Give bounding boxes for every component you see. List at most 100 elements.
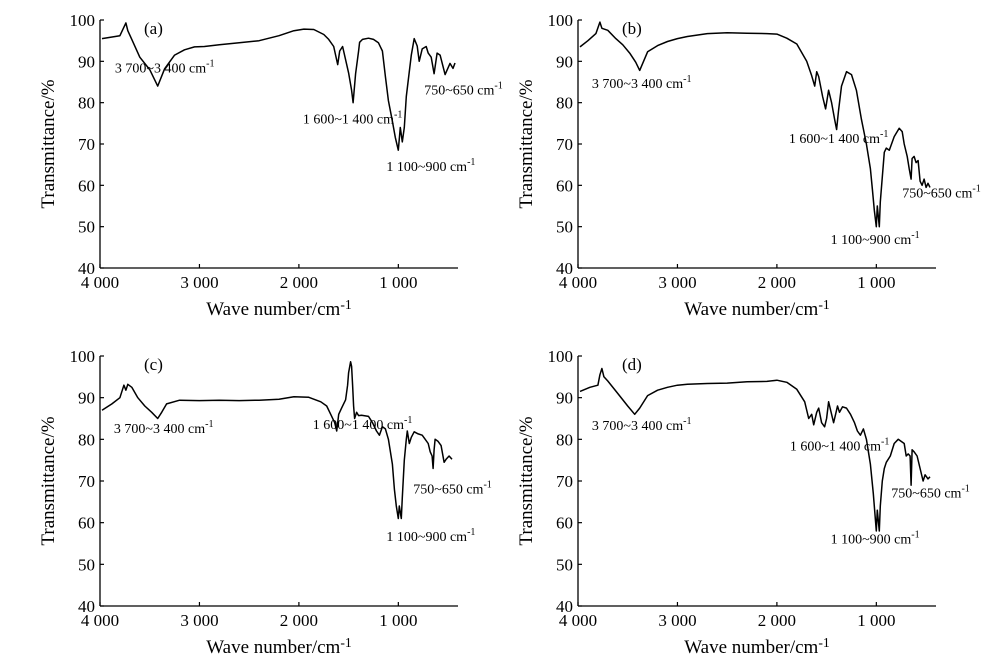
x-axis-title-text: Wave number/cm — [206, 299, 340, 320]
band-annotation-superscript: -1 — [881, 437, 889, 448]
band-annotation-superscript: -1 — [911, 230, 919, 241]
x-tick-label: 2 000 — [758, 611, 796, 630]
spectrum-line — [579, 367, 931, 532]
x-tick-label: 3 000 — [180, 273, 218, 292]
y-tick-label: 100 — [70, 11, 96, 30]
band-annotation-superscript: -1 — [683, 74, 691, 85]
band-annotation-superscript: -1 — [467, 157, 475, 168]
y-tick-label: 60 — [556, 514, 573, 533]
band-annotation-text: 750~650 cm — [413, 483, 483, 498]
y-tick-label: 60 — [556, 176, 573, 195]
y-tick-label: 50 — [78, 218, 95, 237]
y-tick-label: 50 — [556, 218, 573, 237]
spectrum-line — [579, 21, 931, 228]
x-tick-label: 3 000 — [658, 273, 696, 292]
y-tick-label: 90 — [556, 389, 573, 408]
spectrum-line — [101, 22, 456, 151]
y-tick-label: 80 — [78, 94, 95, 113]
x-axis-title: Wave number/cm-1 — [206, 297, 352, 320]
band-annotation-text: 1 600~1 400 cm — [789, 132, 880, 147]
band-annotation-text: 1 600~1 400 cm — [303, 112, 394, 127]
band-annotation: 1 600~1 400 cm-1 — [789, 129, 889, 147]
band-annotation-text: 1 100~900 cm — [386, 530, 467, 545]
band-annotation-superscript: -1 — [206, 58, 214, 69]
panel-label: (a) — [144, 19, 163, 38]
band-annotation-text: 750~650 cm — [424, 83, 494, 98]
band-annotation-superscript: -1 — [205, 419, 213, 430]
x-tick-label: 1 000 — [857, 611, 895, 630]
band-annotation: 1 100~900 cm-1 — [831, 230, 920, 248]
chart-panel-2: 40 50 60 70 80 90 100 4 000 3 000 2 000 1 000 Wave … — [516, 11, 981, 320]
x-tick-label: 2 000 — [758, 273, 796, 292]
y-tick-label: 40 — [78, 259, 95, 278]
band-annotation: 3 700~3 400 cm-1 — [114, 419, 214, 437]
y-tick-label: 70 — [78, 472, 95, 491]
band-annotation-text: 750~650 cm — [891, 487, 961, 502]
y-tick-label: 40 — [556, 259, 573, 278]
y-tick-label: 100 — [548, 347, 574, 366]
band-annotation-superscript: -1 — [683, 416, 691, 427]
panel-label: (c) — [144, 355, 163, 374]
band-annotation: 3 700~3 400 cm-1 — [115, 58, 215, 76]
x-axis-title: Wave number/cm-1 — [206, 635, 352, 658]
band-annotation-text: 1 100~900 cm — [831, 533, 912, 548]
band-annotation-text: 1 100~900 cm — [831, 233, 912, 248]
band-annotation-superscript: -1 — [972, 184, 980, 195]
band-annotation: 1 100~900 cm-1 — [831, 530, 920, 548]
y-axis-title: Transmittance/% — [38, 416, 59, 545]
x-tick-label: 4 000 — [559, 273, 597, 292]
band-annotation: 1 100~900 cm-1 — [386, 527, 475, 545]
y-tick-label: 90 — [556, 52, 573, 71]
band-annotation: 1 600~1 400 cm-1 — [790, 437, 890, 455]
band-annotation-superscript: -1 — [394, 109, 402, 120]
band-annotation: 1 100~900 cm-1 — [386, 157, 475, 175]
band-annotation-text: 3 700~3 400 cm — [114, 422, 205, 437]
band-annotation: 750~650 cm-1 — [424, 80, 503, 98]
chart-panel-3: 40 50 60 70 80 90 100 4 000 3 000 2 000 1 000 Wave … — [38, 347, 492, 658]
y-tick-label: 90 — [78, 389, 95, 408]
panel-label: (d) — [622, 355, 642, 374]
panel-label: (b) — [622, 19, 642, 38]
band-annotation: 1 600~1 400 cm-1 — [303, 109, 403, 127]
x-axis-title-superscript: -1 — [818, 635, 830, 650]
band-annotation-text: 750~650 cm — [902, 187, 972, 202]
band-annotation-text: 1 600~1 400 cm — [790, 440, 881, 455]
band-annotation: 3 700~3 400 cm-1 — [592, 416, 692, 434]
band-annotation-superscript: -1 — [494, 80, 502, 91]
band-annotation: 3 700~3 400 cm-1 — [592, 74, 692, 92]
band-annotation: 750~650 cm-1 — [891, 484, 970, 502]
chart-panel-4: 40 50 60 70 80 90 100 4 000 3 000 2 000 1 000 Wave … — [516, 347, 970, 658]
y-axis-title: Transmittance/% — [516, 416, 537, 545]
x-tick-label: 3 000 — [658, 611, 696, 630]
y-tick-label: 80 — [78, 430, 95, 449]
y-tick-label: 60 — [78, 514, 95, 533]
y-tick-label: 60 — [78, 176, 95, 195]
x-axis-title-text: Wave number/cm — [684, 637, 818, 658]
x-tick-label: 2 000 — [280, 273, 318, 292]
y-tick-label: 90 — [78, 52, 95, 71]
y-tick-label: 40 — [78, 597, 95, 616]
chart-panel-1: 40 50 60 70 80 90 100 4 000 3 000 2 000 1 000 Wave … — [38, 11, 503, 320]
y-tick-label: 80 — [556, 94, 573, 113]
x-axis-title-superscript: -1 — [818, 297, 830, 312]
x-tick-label: 4 000 — [81, 611, 119, 630]
band-annotation: 750~650 cm-1 — [902, 184, 981, 202]
band-annotation-text: 1 600~1 400 cm — [313, 418, 404, 433]
band-annotation-text: 3 700~3 400 cm — [115, 61, 206, 76]
y-tick-label: 100 — [548, 11, 574, 30]
band-annotation-superscript: -1 — [961, 484, 969, 495]
band-annotation-text: 3 700~3 400 cm — [592, 77, 683, 92]
band-annotation: 1 600~1 400 cm-1 — [313, 415, 413, 433]
y-tick-label: 80 — [556, 430, 573, 449]
x-tick-label: 4 000 — [559, 611, 597, 630]
band-annotation-superscript: -1 — [404, 415, 412, 426]
spectrum-line — [101, 361, 453, 520]
x-tick-label: 1 000 — [857, 273, 895, 292]
x-tick-label: 4 000 — [81, 273, 119, 292]
y-axis-title: Transmittance/% — [38, 79, 59, 208]
y-tick-label: 100 — [70, 347, 96, 366]
x-axis-title: Wave number/cm-1 — [684, 297, 830, 320]
band-annotation-text: 3 700~3 400 cm — [592, 419, 683, 434]
